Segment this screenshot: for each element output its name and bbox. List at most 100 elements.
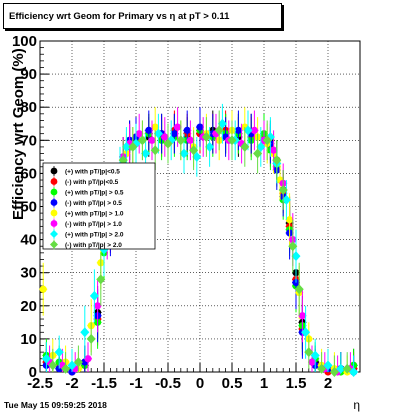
y-tick-label: 40 — [20, 232, 37, 249]
data-point — [205, 141, 215, 152]
y-tick-label: 60 — [20, 165, 37, 182]
x-tick-label: 1.5 — [286, 375, 307, 392]
x-tick-label: -0.5 — [155, 375, 181, 392]
x-tick-label: 0.5 — [222, 375, 243, 392]
legend-entry-label: (+) with pT/|p| > 1.0 — [65, 211, 124, 218]
legend-entry-label: (-) with pT/|p| > 0.5 — [65, 200, 122, 207]
x-tick-label: 1 — [260, 375, 268, 392]
data-point — [163, 138, 173, 149]
y-tick-label: 0 — [29, 364, 37, 381]
x-tick-label: -1 — [129, 375, 142, 392]
data-point — [176, 135, 186, 146]
legend-entry-label: (-) with pT/|p|<0.5 — [65, 179, 119, 186]
data-point — [174, 123, 182, 131]
data-point — [243, 125, 253, 136]
y-tick-label: 90 — [20, 66, 37, 83]
data-point — [86, 333, 96, 344]
data-point — [128, 141, 138, 152]
data-point — [288, 241, 298, 252]
y-tick-label: 30 — [20, 265, 37, 282]
data-point — [298, 312, 306, 320]
legend-entry-label: (-) with pT/|p| > 2.0 — [65, 242, 122, 249]
chart-title: Efficiency wrt Geom for Primary vs η at … — [3, 3, 282, 29]
y-tick-label: 70 — [20, 132, 37, 149]
data-point — [217, 118, 227, 129]
x-tick-label: -2.5 — [27, 375, 53, 392]
data-point — [61, 363, 71, 374]
data-point — [310, 350, 320, 361]
y-tick-label: 20 — [20, 298, 37, 315]
y-tick-label: 50 — [20, 199, 37, 216]
data-point — [186, 136, 194, 144]
y-tick-label: 10 — [20, 331, 37, 348]
data-point — [294, 284, 304, 295]
data-point — [336, 363, 346, 374]
data-point — [135, 130, 143, 138]
y-tick-label: 100 — [12, 33, 37, 50]
legend-entry-label: (+) with pT/|p| > 0.5 — [65, 190, 124, 197]
data-point — [67, 360, 77, 371]
data-point — [301, 327, 311, 338]
data-point — [196, 123, 204, 131]
data-point — [342, 363, 352, 374]
data-point — [183, 126, 191, 134]
data-point — [151, 123, 159, 131]
data-point — [48, 360, 58, 371]
data-point — [39, 285, 47, 293]
y-tick-label: 80 — [20, 99, 37, 116]
data-point — [189, 145, 199, 156]
x-tick-label: -1.5 — [91, 375, 117, 392]
data-point — [234, 126, 242, 134]
data-point — [214, 125, 224, 136]
datestamp: Tue May 15 09:59:25 2018 — [4, 400, 107, 410]
legend-entry-label: (-) with pT/|p| > 1.0 — [65, 221, 122, 228]
data-point — [145, 126, 153, 134]
data-point — [73, 357, 83, 368]
data-point — [161, 133, 169, 141]
data-point — [148, 136, 156, 144]
data-point — [281, 194, 291, 205]
data-point — [80, 327, 90, 338]
data-point — [278, 184, 288, 195]
data-point — [227, 135, 237, 146]
data-point — [286, 216, 294, 224]
legend-entry-label: (+) with pT/|p|<0.5 — [65, 169, 120, 176]
data-point — [179, 148, 189, 159]
data-point — [262, 135, 272, 146]
data-point — [291, 251, 301, 262]
data-point — [308, 358, 316, 366]
data-point — [121, 141, 131, 152]
x-tick-label: 2 — [324, 375, 332, 392]
data-point — [150, 145, 160, 156]
data-point — [349, 367, 359, 377]
data-point — [84, 355, 92, 363]
legend-entry-label: (+) with pT/|p| > 2.0 — [65, 232, 124, 239]
data-point — [329, 367, 339, 377]
data-point — [141, 148, 151, 159]
data-point — [253, 148, 263, 159]
data-point — [304, 347, 314, 358]
data-point — [54, 347, 64, 358]
data-point — [89, 290, 99, 301]
data-point — [201, 131, 211, 142]
data-point — [41, 353, 51, 364]
x-tick-label: 0 — [196, 375, 204, 392]
data-point — [272, 155, 282, 166]
x-axis-label: η — [353, 398, 360, 412]
data-point — [317, 363, 327, 374]
y-axis-label: Efficiency wrt Geom (%) — [10, 48, 27, 220]
data-point — [94, 302, 102, 310]
data-point — [153, 128, 163, 139]
data-point — [137, 135, 147, 146]
data-point — [323, 360, 333, 371]
data-point — [170, 130, 178, 138]
data-point — [270, 146, 278, 154]
legend-box — [42, 162, 156, 250]
x-tick-label: -2 — [65, 375, 78, 392]
data-point — [250, 126, 258, 134]
data-point — [240, 141, 250, 152]
data-point — [96, 274, 106, 285]
data-point — [256, 141, 266, 152]
data-point — [192, 151, 202, 162]
